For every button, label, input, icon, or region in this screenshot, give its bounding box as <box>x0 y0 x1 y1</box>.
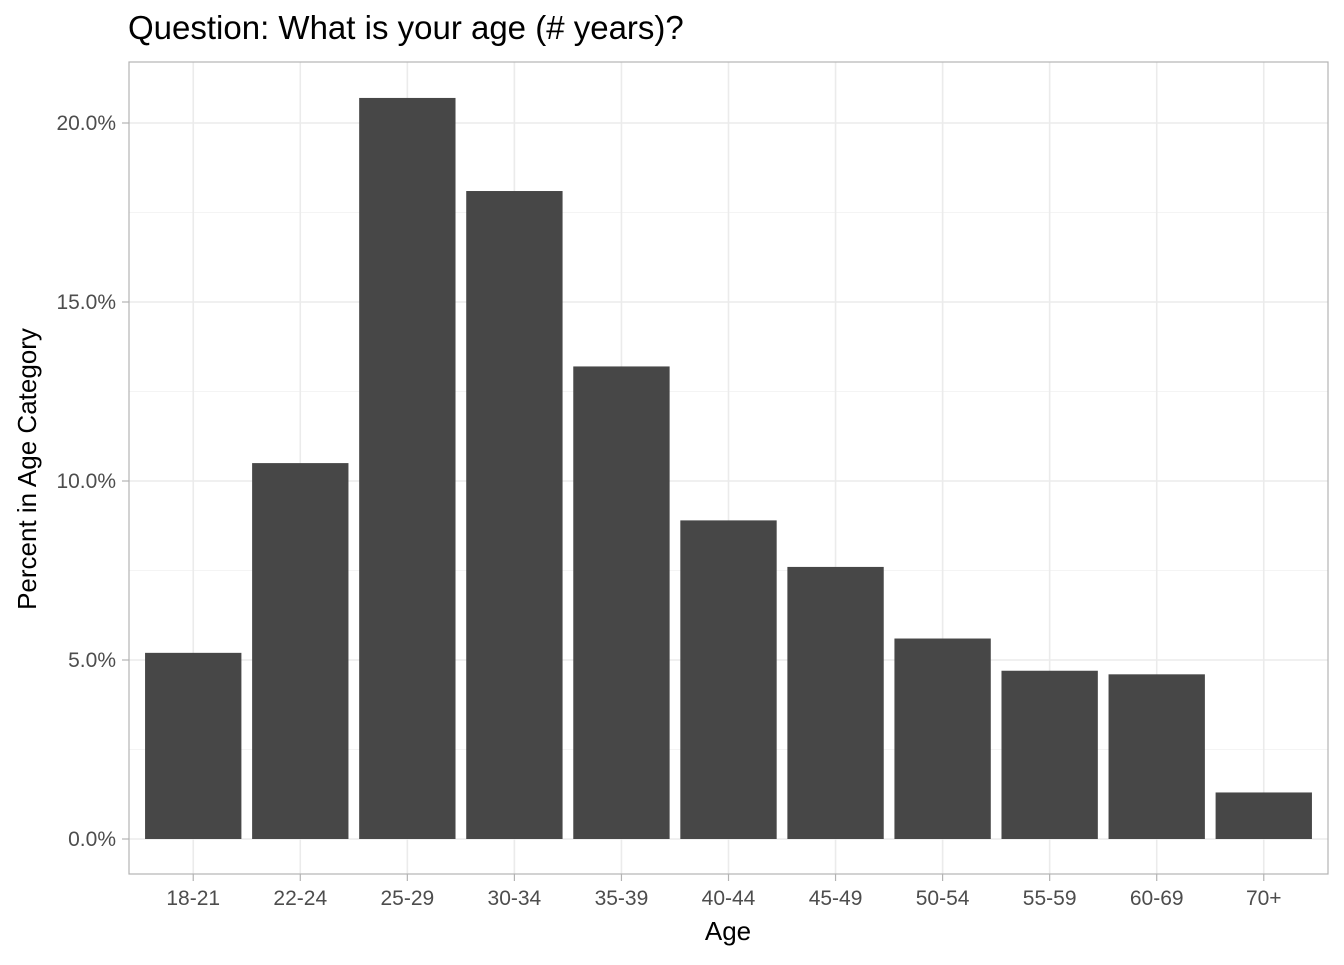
y-axis-title: Percent in Age Category <box>12 328 42 610</box>
x-tick-label: 70+ <box>1246 887 1282 910</box>
axis-ticks <box>122 122 1265 881</box>
y-tick-label: 15.0% <box>56 291 116 314</box>
bar-55-59 <box>1001 670 1098 839</box>
x-tick-label: 50-54 <box>916 887 970 910</box>
x-tick-label: 22-24 <box>273 887 327 910</box>
x-tick-labels: 18-21 22-24 25-29 30-34 35-39 40-44 45-49 50-54… <box>166 887 1281 910</box>
x-tick-label: 40-44 <box>702 887 756 910</box>
x-tick-label: 55-59 <box>1023 887 1077 910</box>
bar-40-44 <box>680 520 777 839</box>
y-tick-label: 0.0% <box>68 828 116 851</box>
bar-30-34 <box>466 191 563 839</box>
y-tick-labels: 0.0% 5.0% 10.0% 15.0% 20.0% <box>56 112 116 851</box>
x-tick-label: 45-49 <box>809 887 863 910</box>
bar-18-21 <box>145 652 242 839</box>
bars <box>145 97 1312 839</box>
x-tick-label: 35-39 <box>595 887 649 910</box>
bar-50-54 <box>894 638 991 839</box>
x-tick-label: 25-29 <box>380 887 434 910</box>
bar-70+ <box>1215 792 1312 839</box>
x-axis-title: Age <box>705 916 751 946</box>
x-tick-label: 30-34 <box>488 887 542 910</box>
chart-title: Question: What is your age (# years)? <box>128 9 684 46</box>
bar-45-49 <box>787 566 884 839</box>
bar-22-24 <box>252 463 349 839</box>
x-tick-label: 18-21 <box>166 887 220 910</box>
bar-35-39 <box>573 366 670 839</box>
y-tick-label: 5.0% <box>68 649 116 672</box>
x-tick-label: 60-69 <box>1130 887 1184 910</box>
bar-25-29 <box>359 97 456 839</box>
bar-60-69 <box>1108 674 1205 839</box>
y-tick-label: 20.0% <box>56 112 116 135</box>
y-tick-label: 10.0% <box>56 470 116 493</box>
